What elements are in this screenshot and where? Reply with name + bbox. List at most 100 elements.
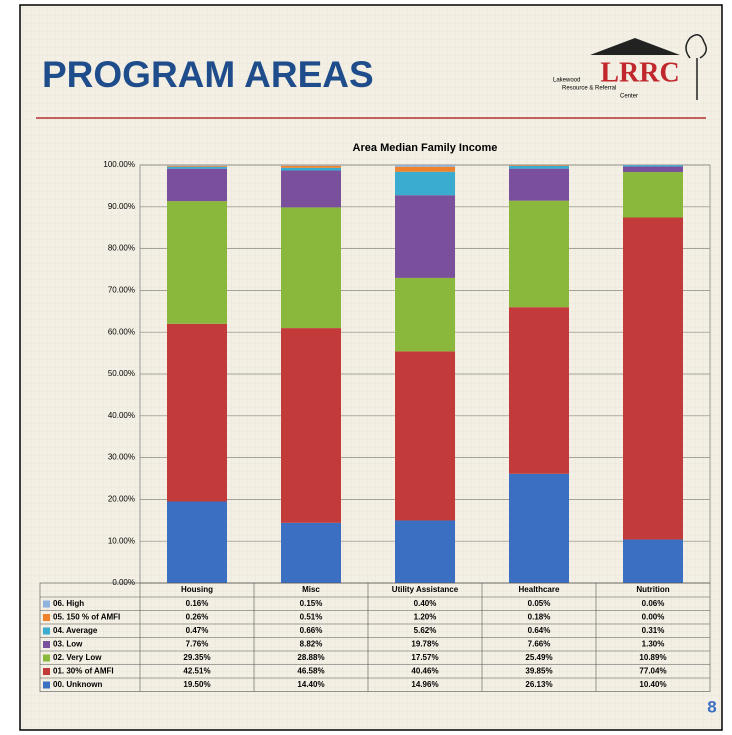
y-tick-label: 40.00% — [108, 411, 135, 420]
table-value: 19.50% — [183, 680, 210, 689]
table-value: 40.46% — [411, 666, 438, 675]
x-tick-label: Healthcare — [519, 585, 560, 594]
table-value: 10.89% — [639, 653, 666, 662]
bar-segment — [167, 166, 227, 169]
legend-swatch — [43, 614, 50, 621]
bar-segment — [167, 201, 227, 324]
table-value: 28.88% — [297, 653, 324, 662]
legend-swatch — [43, 641, 50, 648]
y-tick-label: 30.00% — [108, 453, 135, 462]
bar-segment — [623, 539, 683, 583]
table-value: 19.78% — [411, 639, 438, 648]
logo-tagline: Lakewood — [553, 78, 580, 84]
y-tick-label: 10.00% — [108, 536, 135, 545]
legend-label: 00. Unknown — [53, 680, 102, 689]
bar-segment — [167, 164, 227, 166]
legend-label: 05. 150 % of AMFI — [53, 612, 120, 621]
y-tick-label: 80.00% — [108, 244, 135, 253]
y-tick-label: 20.00% — [108, 495, 135, 504]
table-value: 0.18% — [528, 612, 551, 621]
chart-title: Area Median Family Income — [353, 142, 498, 154]
table-value: 14.40% — [297, 680, 324, 689]
logo: LRRC Lakewood Resource & Referral Center — [553, 34, 707, 100]
table-value: 5.62% — [414, 626, 437, 635]
bar-segment — [167, 501, 227, 583]
y-tick-label: 100.00% — [103, 160, 135, 169]
logo-tagline: Center — [620, 94, 638, 100]
bar-segment — [623, 165, 683, 167]
bar-segment — [281, 170, 341, 208]
table-value: 42.51% — [183, 666, 210, 675]
bar-segment — [509, 200, 569, 308]
y-tick-label: 60.00% — [108, 327, 135, 336]
logo-tagline: Resource & Referral — [562, 86, 616, 92]
bar-segment — [623, 166, 683, 172]
legend-label: 04. Average — [53, 626, 98, 635]
table-value: 0.05% — [528, 599, 551, 608]
legend-label: 02. Very Low — [53, 653, 102, 662]
table-value: 29.35% — [183, 653, 210, 662]
table-value: 0.66% — [300, 626, 323, 635]
bar-segment — [281, 167, 341, 171]
bar-segment — [395, 171, 455, 196]
table-value: 0.47% — [186, 626, 209, 635]
legend-label: 06. High — [53, 599, 84, 608]
table-value: 0.26% — [186, 612, 209, 621]
table-value: 17.57% — [411, 653, 438, 662]
bar-segment — [167, 323, 227, 502]
bar-segment — [509, 307, 569, 474]
bar-segment — [395, 277, 455, 352]
table-value: 0.40% — [414, 599, 437, 608]
bar-segment — [281, 328, 341, 523]
bar-segment — [281, 165, 341, 168]
table-value: 0.00% — [642, 612, 665, 621]
legend-label: 03. Low — [53, 639, 83, 648]
bar-segment — [623, 171, 683, 218]
page-number: 8 — [707, 697, 716, 716]
bar-segment — [395, 351, 455, 521]
table-value: 26.13% — [525, 680, 552, 689]
table-value: 0.06% — [642, 599, 665, 608]
bar-segment — [395, 165, 455, 167]
logo-tree — [685, 34, 707, 100]
bar-segment — [395, 195, 455, 278]
table-value: 14.96% — [411, 680, 438, 689]
bar-segment — [509, 168, 569, 201]
bar-segment — [167, 165, 227, 167]
bar-segment — [623, 217, 683, 540]
bar-segment — [509, 165, 569, 166]
table-value: 7.66% — [528, 639, 551, 648]
x-tick-label: Utility Assistance — [392, 585, 459, 594]
legend-swatch — [43, 627, 50, 635]
bar-segment — [509, 165, 569, 169]
y-tick-label: 90.00% — [108, 202, 135, 211]
x-tick-label: Housing — [181, 585, 213, 594]
table-value: 8.82% — [300, 639, 323, 648]
bar-segment — [395, 520, 455, 583]
bar-segment — [509, 473, 569, 583]
bar-segment — [281, 165, 341, 166]
table-value: 0.64% — [528, 626, 551, 635]
y-tick-label: 0.00% — [112, 578, 135, 587]
table-value: 0.16% — [186, 599, 209, 608]
bar-segment — [395, 166, 455, 172]
bar-segment — [281, 522, 341, 583]
table-value: 39.85% — [525, 666, 552, 675]
table-value: 46.58% — [297, 666, 324, 675]
legend-swatch — [43, 668, 50, 675]
table-value: 7.76% — [186, 639, 209, 648]
legend-label: 01. 30% of AMFI — [53, 666, 114, 675]
slide-frame — [19, 4, 723, 731]
table-value: 10.40% — [639, 680, 666, 689]
bar-segment — [281, 207, 341, 329]
legend-swatch — [43, 600, 50, 608]
table-value: 25.49% — [525, 653, 552, 662]
table-value: 77.04% — [639, 666, 666, 675]
logo-roof — [590, 38, 680, 55]
table-value: 1.20% — [414, 612, 437, 621]
table-value: 1.30% — [642, 639, 665, 648]
legend-swatch — [43, 654, 50, 662]
table-value: 0.51% — [300, 612, 323, 621]
